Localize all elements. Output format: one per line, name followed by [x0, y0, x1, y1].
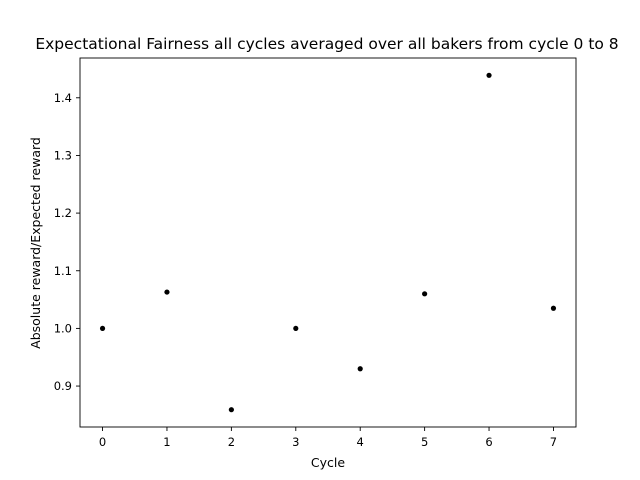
- x-tick-label: 1: [163, 435, 170, 449]
- chart-title: Expectational Fairness all cycles averag…: [35, 35, 618, 53]
- data-point: [357, 366, 363, 372]
- y-tick-label: 1.1: [54, 264, 72, 278]
- data-point: [422, 291, 428, 297]
- x-tick-label: 0: [99, 435, 106, 449]
- y-axis-label: Absolute reward/Expected reward: [28, 137, 43, 349]
- x-axis-label: Cycle: [311, 455, 345, 470]
- data-point: [164, 289, 170, 295]
- x-tick-label: 3: [292, 435, 299, 449]
- x-tick-label: 4: [357, 435, 364, 449]
- x-tick-label: 7: [550, 435, 557, 449]
- y-axis: 0.9 1.0 1.1 1.2 1.3 1.4: [54, 91, 80, 393]
- x-axis: 0 1 2 3 4 5 6 7: [99, 427, 557, 449]
- y-tick-label: 1.2: [54, 206, 72, 220]
- data-point: [99, 325, 106, 332]
- x-tick-label: 5: [421, 435, 428, 449]
- y-tick-label: 1.0: [54, 321, 72, 335]
- plot-area: [79, 57, 577, 428]
- y-tick-label: 1.4: [54, 91, 72, 105]
- data-point: [228, 407, 234, 413]
- data-point: [293, 325, 299, 332]
- x-tick-label: 6: [485, 435, 492, 449]
- x-tick-label: 2: [228, 435, 235, 449]
- y-tick-label: 0.9: [54, 379, 72, 393]
- y-tick-label: 1.3: [54, 148, 72, 162]
- data-point: [486, 72, 492, 78]
- data-point: [550, 305, 557, 311]
- data-points: [99, 72, 557, 413]
